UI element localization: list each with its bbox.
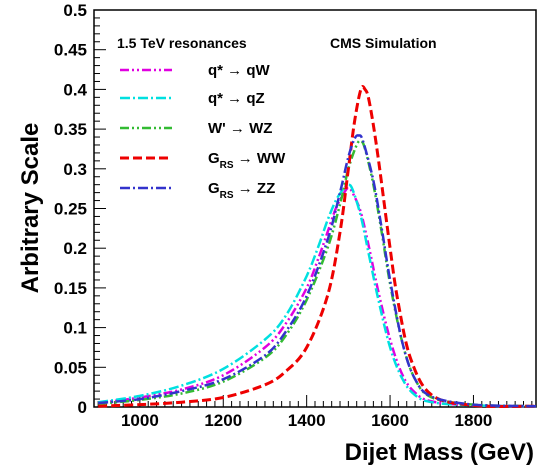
series-line-q-qw xyxy=(98,186,537,408)
x-tick-label: 1800 xyxy=(455,411,493,430)
legend-header: 1.5 TeV resonances xyxy=(117,35,247,51)
legend-entry-grs-ww: GRS → WW xyxy=(208,150,286,171)
y-tick-label: 0.25 xyxy=(54,200,87,219)
x-axis: 1000 1200 1400 1600 1800 xyxy=(97,395,533,430)
y-axis: 0 0.05 0.1 0.15 0.2 0.25 0.3 0.35 0.4 0.45 0.5 xyxy=(54,1,106,417)
series-curves xyxy=(98,85,537,408)
y-tick-label: 0.35 xyxy=(54,120,87,139)
legend-entry-q-qz: q* → qZ xyxy=(208,90,265,107)
x-tick-label: 1400 xyxy=(288,411,326,430)
series-line-grs-zz xyxy=(98,134,537,408)
y-axis-label: Arbitrary Scale xyxy=(17,123,44,294)
annotation-cms-simulation: CMS Simulation xyxy=(330,35,437,51)
y-tick-label: 0.05 xyxy=(54,358,87,377)
x-tick-label: 1000 xyxy=(121,411,159,430)
x-axis-label: Dijet Mass (GeV) xyxy=(345,439,534,466)
legend: q* → qW q* → qZ W' → WZ GRS → WW GRS → ZZ xyxy=(120,62,286,201)
y-tick-label: 0.1 xyxy=(63,319,87,338)
y-tick-label: 0.3 xyxy=(63,160,87,179)
y-tick-label: 0.15 xyxy=(54,279,87,298)
y-tick-label: 0.5 xyxy=(63,1,87,20)
series-line-q-qz xyxy=(98,183,537,408)
legend-entry-w-wz: W' → WZ xyxy=(208,120,272,137)
series-line-grs-ww xyxy=(98,85,537,408)
x-tick-label: 1600 xyxy=(371,411,409,430)
y-tick-label: 0.45 xyxy=(54,41,87,60)
y-tick-label: 0.2 xyxy=(63,239,87,258)
y-tick-label: 0 xyxy=(78,398,87,417)
y-tick-label: 0.4 xyxy=(63,80,87,99)
legend-entry-grs-zz: GRS → ZZ xyxy=(208,180,275,201)
legend-entry-q-qw: q* → qW xyxy=(208,62,270,79)
x-tick-label: 1200 xyxy=(204,411,242,430)
